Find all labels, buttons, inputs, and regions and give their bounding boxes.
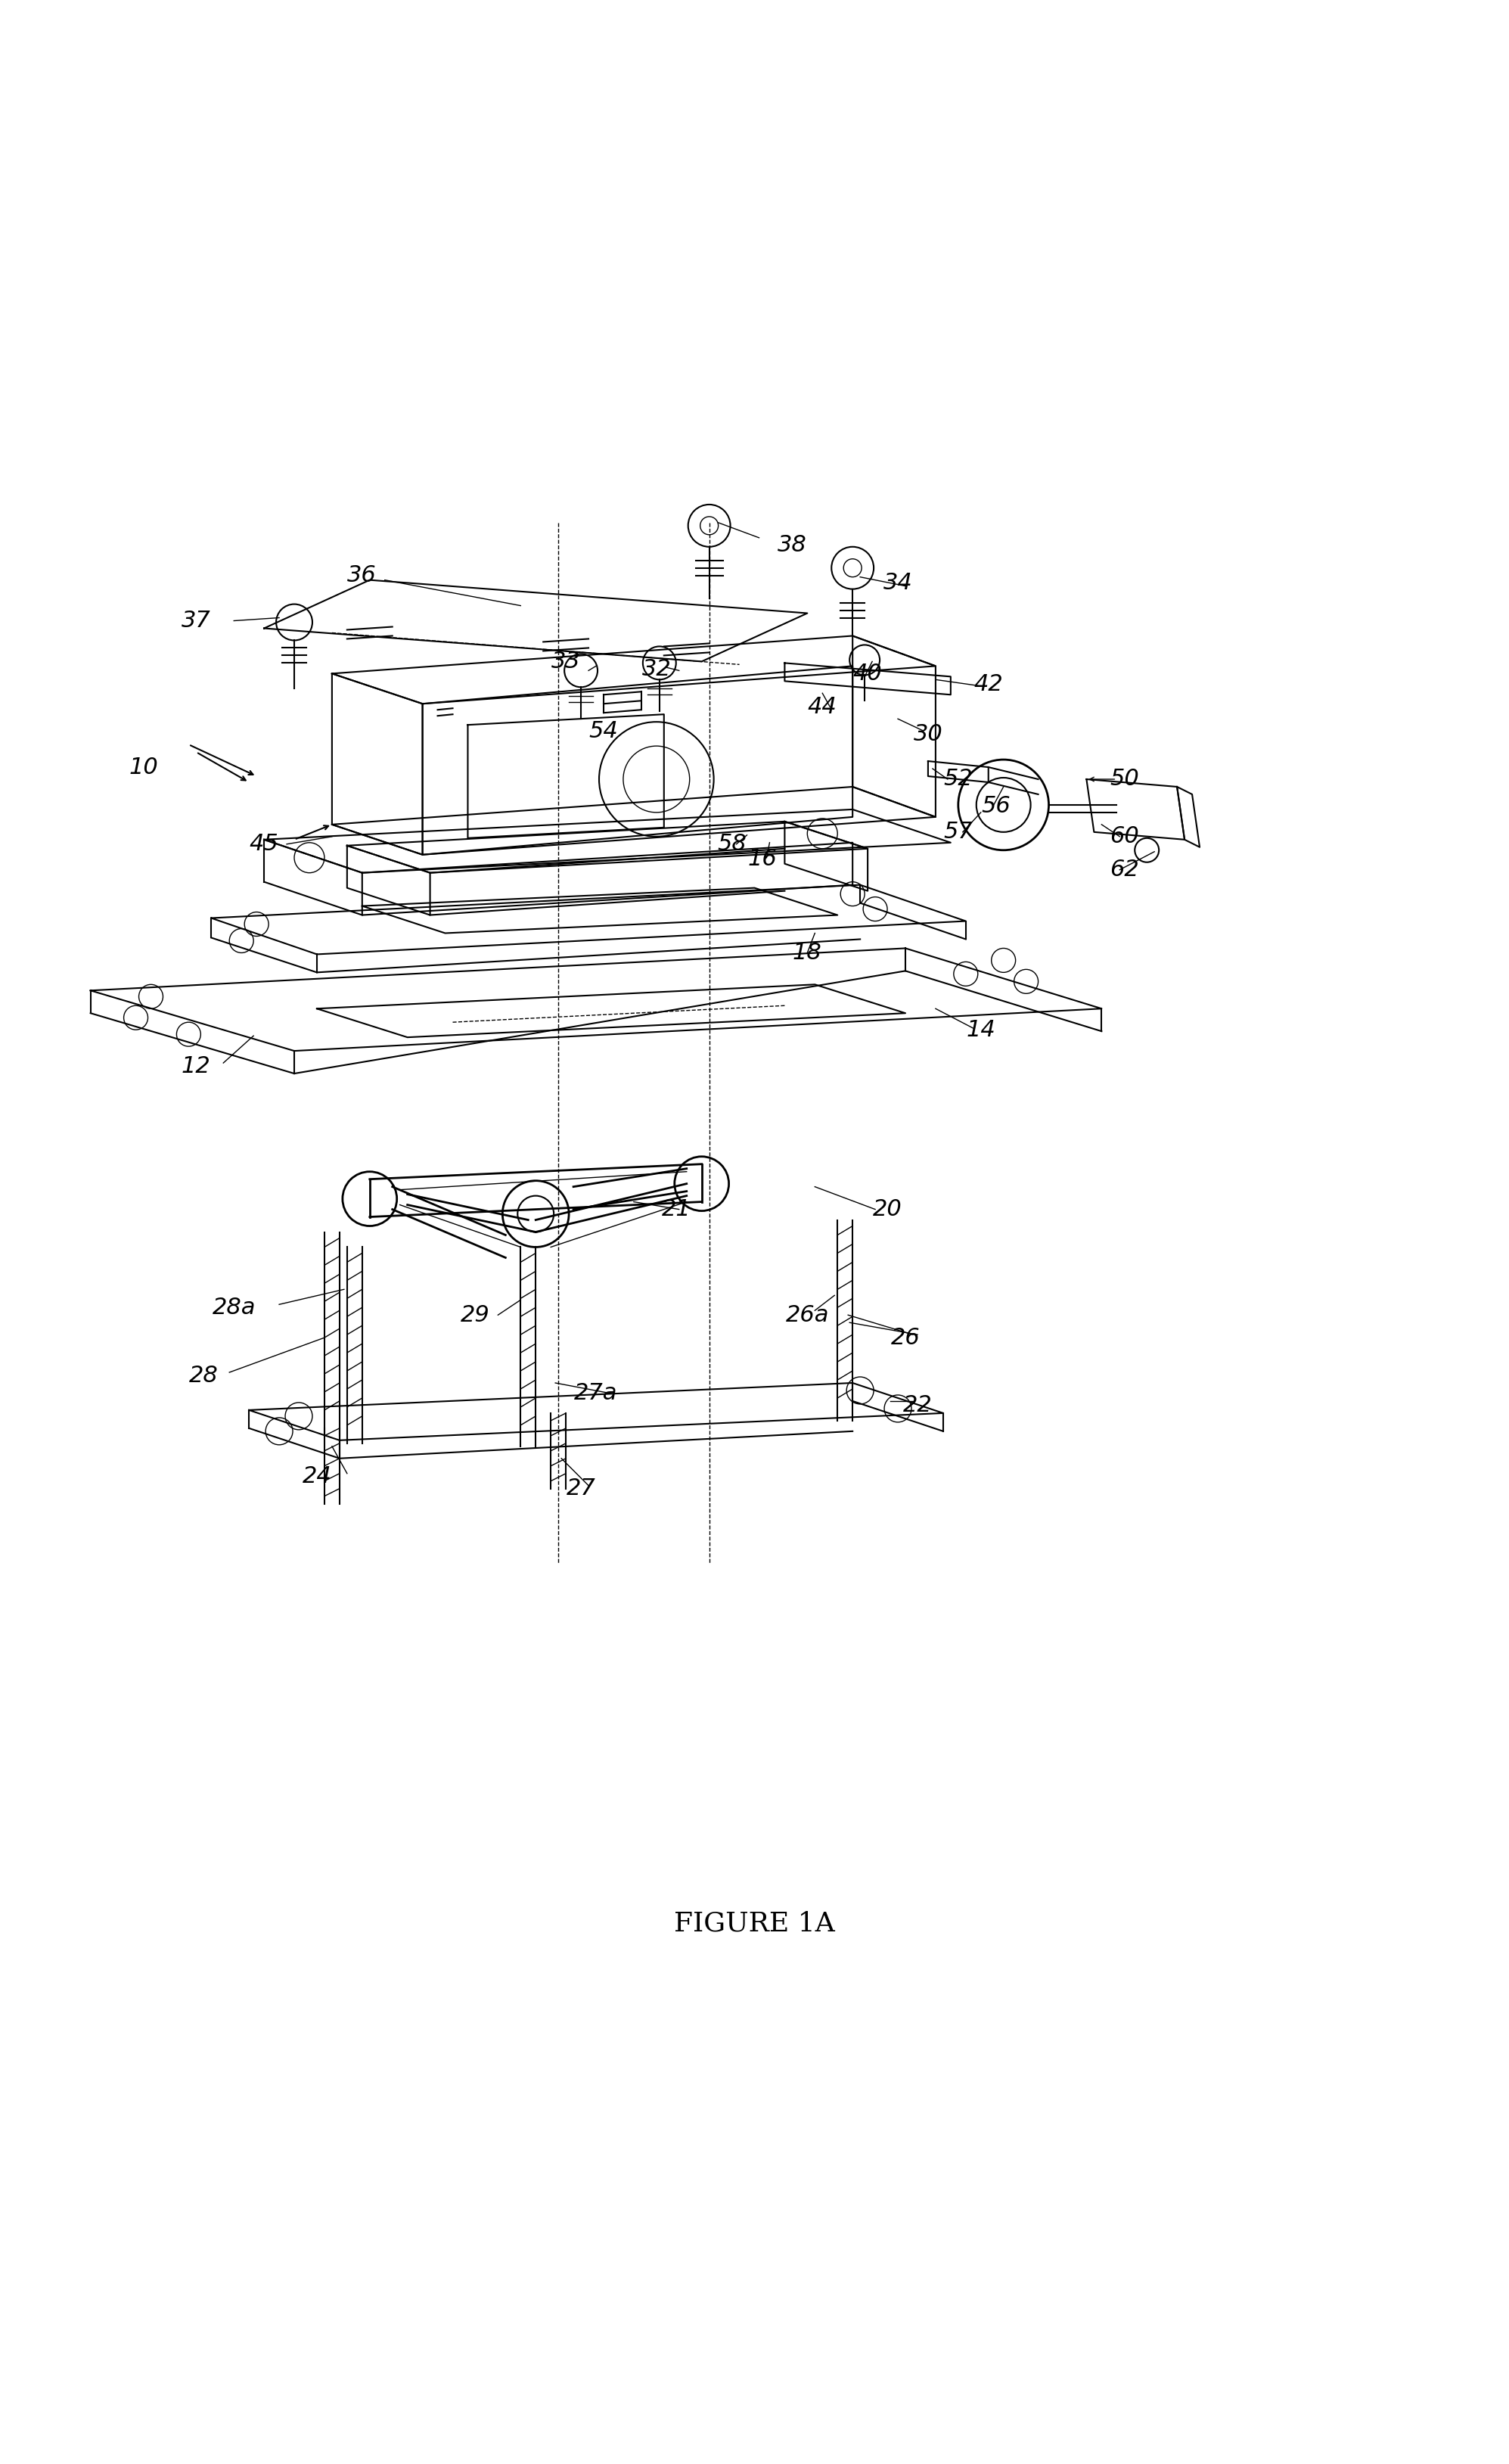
Text: 28a: 28a xyxy=(213,1296,255,1318)
Text: 38: 38 xyxy=(777,535,807,557)
Text: 32: 32 xyxy=(641,658,672,680)
Text: 10: 10 xyxy=(128,756,158,779)
Text: 26a: 26a xyxy=(786,1303,828,1326)
Text: 54: 54 xyxy=(589,719,619,742)
Text: 29: 29 xyxy=(460,1303,490,1326)
Text: 42: 42 xyxy=(973,673,1003,695)
Text: 21: 21 xyxy=(661,1198,691,1220)
Text: 24: 24 xyxy=(302,1466,332,1488)
Text: 12: 12 xyxy=(181,1055,211,1077)
Text: 27: 27 xyxy=(566,1478,596,1501)
Text: FIGURE 1A: FIGURE 1A xyxy=(675,1910,834,1937)
Text: 36: 36 xyxy=(347,564,377,586)
Text: 27a: 27a xyxy=(575,1382,617,1404)
Text: 62: 62 xyxy=(1109,860,1139,880)
Text: 40: 40 xyxy=(853,663,883,685)
Text: 26: 26 xyxy=(890,1326,920,1348)
Text: 60: 60 xyxy=(1109,825,1139,848)
Text: 16: 16 xyxy=(747,848,777,870)
Text: 30: 30 xyxy=(913,722,943,744)
Text: 37: 37 xyxy=(181,609,211,631)
Text: 34: 34 xyxy=(883,572,913,594)
Text: 14: 14 xyxy=(966,1018,996,1040)
Text: 45: 45 xyxy=(249,833,279,855)
Text: 28: 28 xyxy=(189,1365,219,1387)
Text: 20: 20 xyxy=(872,1198,902,1220)
Text: 52: 52 xyxy=(943,769,973,791)
Text: 44: 44 xyxy=(807,695,837,717)
Text: 18: 18 xyxy=(792,941,822,963)
Text: 57: 57 xyxy=(943,821,973,843)
Text: 33: 33 xyxy=(551,650,581,673)
Text: 22: 22 xyxy=(902,1395,933,1417)
Text: 50: 50 xyxy=(1109,769,1139,791)
Text: 58: 58 xyxy=(717,833,747,855)
Text: 56: 56 xyxy=(981,796,1011,818)
